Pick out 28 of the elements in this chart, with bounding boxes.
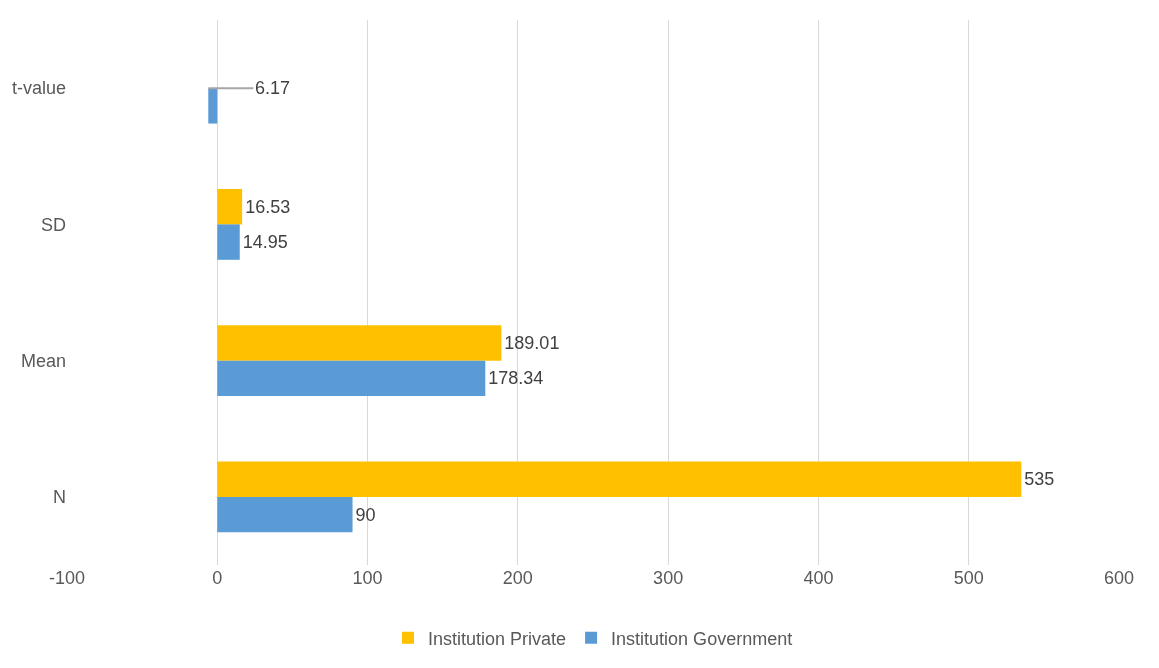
legend-label: Institution Government: [611, 628, 793, 649]
x-tick-label: 200: [502, 568, 533, 588]
data-label: 189.01: [504, 332, 560, 353]
data-label: 178.34: [488, 368, 544, 389]
x-tick-label: 300: [653, 568, 684, 588]
bar: [217, 188, 243, 225]
x-tick-label: 0: [212, 568, 223, 588]
x-tick-label: -100: [48, 568, 86, 588]
x-tick-label: 500: [953, 568, 984, 588]
data-label: 90: [355, 504, 376, 525]
x-tick-label: 400: [803, 568, 834, 588]
x-tick-label: 100: [352, 568, 383, 588]
legend-label: Institution Private: [428, 628, 567, 649]
data-label: 14.95: [242, 232, 288, 253]
data-label: 535: [1024, 469, 1055, 490]
bar: [217, 224, 240, 260]
y-tick-label: Mean: [20, 350, 66, 371]
data-label: 16.53: [245, 196, 291, 217]
bar: [217, 461, 1022, 497]
annotation: 6.17: [255, 78, 291, 98]
y-tick-label: SD: [40, 214, 66, 235]
bar: [217, 496, 353, 533]
x-tick-label: 600: [1103, 568, 1135, 588]
bar: [217, 325, 502, 361]
bar: [217, 360, 486, 397]
bar: [208, 88, 218, 124]
y-tick-label: t-value: [11, 78, 66, 99]
y-tick-label: N: [53, 487, 66, 508]
